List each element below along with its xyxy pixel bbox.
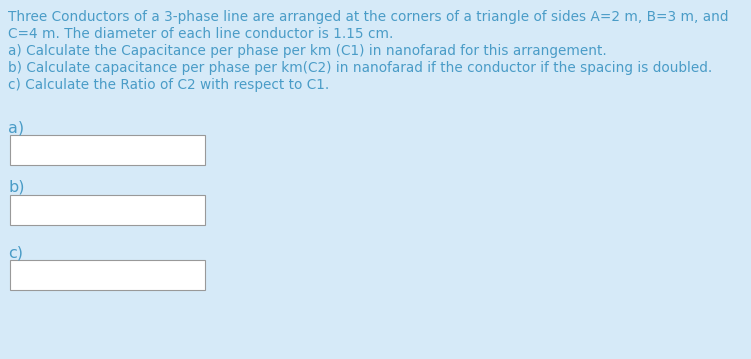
Text: a) Calculate the Capacitance per phase per km (C1) in nanofarad for this arrange: a) Calculate the Capacitance per phase p… [8, 44, 607, 58]
Text: C=4 m. The diameter of each line conductor is 1.15 cm.: C=4 m. The diameter of each line conduct… [8, 27, 394, 41]
Text: b): b) [8, 180, 25, 195]
Text: Three Conductors of a 3-phase line are arranged at the corners of a triangle of : Three Conductors of a 3-phase line are a… [8, 10, 728, 24]
Text: a): a) [8, 120, 24, 135]
Text: c): c) [8, 245, 23, 260]
Text: c) Calculate the Ratio of C2 with respect to C1.: c) Calculate the Ratio of C2 with respec… [8, 78, 329, 92]
Text: b) Calculate capacitance per phase per km(C2) in nanofarad if the conductor if t: b) Calculate capacitance per phase per k… [8, 61, 712, 75]
